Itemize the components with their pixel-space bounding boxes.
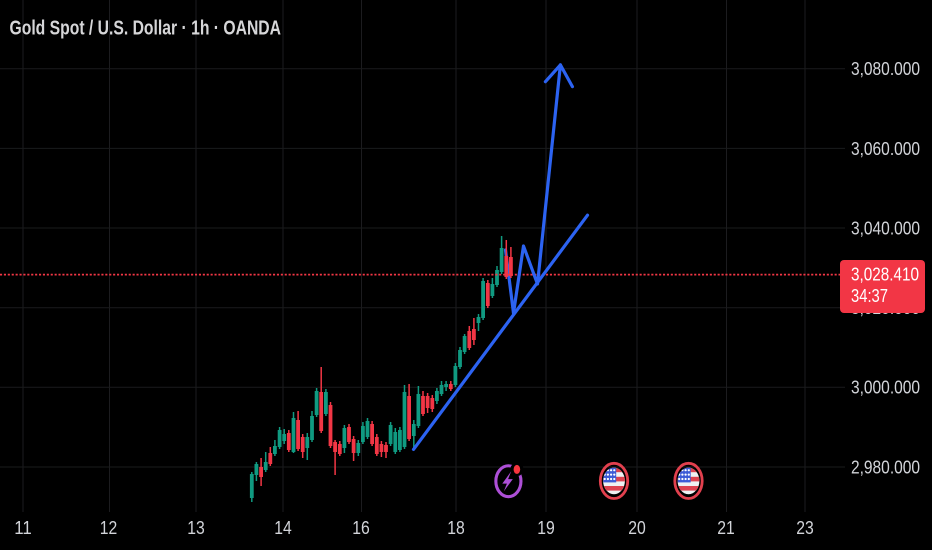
svg-text:20: 20 — [628, 518, 646, 538]
svg-text:19: 19 — [537, 518, 555, 538]
svg-text:23: 23 — [796, 518, 814, 538]
svg-text:3,080.000: 3,080.000 — [851, 59, 920, 79]
svg-text:2,980.000: 2,980.000 — [851, 457, 920, 477]
svg-text:3,028.410: 3,028.410 — [851, 265, 919, 285]
svg-text:13: 13 — [187, 518, 205, 538]
svg-text:34:37: 34:37 — [851, 286, 888, 306]
svg-text:14: 14 — [274, 518, 292, 538]
svg-text:11: 11 — [14, 518, 32, 538]
svg-text:16: 16 — [352, 518, 370, 538]
svg-text:21: 21 — [717, 518, 735, 538]
svg-text:3,000.000: 3,000.000 — [851, 378, 920, 398]
svg-text:3,040.000: 3,040.000 — [851, 218, 920, 238]
svg-text:18: 18 — [447, 518, 465, 538]
svg-text:3,060.000: 3,060.000 — [851, 139, 920, 159]
svg-text:Gold Spot / U.S. Dollar · 1h ·: Gold Spot / U.S. Dollar · 1h · OANDA — [10, 17, 282, 39]
svg-text:12: 12 — [100, 518, 118, 538]
